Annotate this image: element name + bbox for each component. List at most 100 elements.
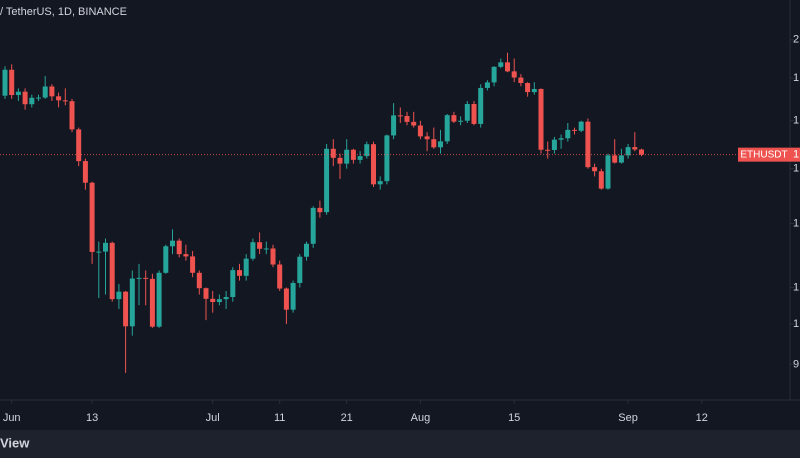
candle-body bbox=[76, 129, 82, 162]
candle-body bbox=[143, 277, 149, 279]
candle-body bbox=[22, 91, 28, 105]
candle-body bbox=[578, 121, 584, 131]
candle-body bbox=[391, 115, 397, 136]
candle-body bbox=[632, 147, 638, 150]
candle-body bbox=[69, 101, 75, 130]
candle-body bbox=[411, 121, 417, 126]
candle-body bbox=[531, 88, 537, 93]
y-tick-label: 1 bbox=[793, 281, 799, 293]
candle-body bbox=[196, 272, 202, 289]
candle-body bbox=[618, 155, 624, 163]
candle-body bbox=[511, 71, 517, 78]
candle-body bbox=[263, 248, 269, 250]
candle-body bbox=[36, 97, 41, 99]
candle-body bbox=[89, 182, 95, 252]
candle-body bbox=[304, 243, 309, 257]
candle-body bbox=[558, 138, 564, 140]
candle-body bbox=[190, 256, 196, 273]
x-tick-label: 15 bbox=[508, 412, 520, 424]
candle-body bbox=[123, 291, 129, 327]
candle-body bbox=[330, 148, 336, 158]
candle-body bbox=[451, 115, 457, 122]
candle-body bbox=[337, 157, 343, 164]
candle-body bbox=[350, 149, 356, 160]
candle-body bbox=[404, 116, 410, 122]
candle-body bbox=[464, 103, 470, 121]
candle-body bbox=[384, 135, 390, 182]
y-tick-label: 2 bbox=[793, 34, 799, 46]
candle-body bbox=[2, 69, 8, 96]
x-tick-label: Jul bbox=[206, 412, 220, 424]
x-tick-label: Aug bbox=[411, 412, 431, 424]
candle-body bbox=[639, 149, 644, 155]
candle-body bbox=[551, 139, 557, 150]
candle-body bbox=[344, 149, 350, 164]
candle-body bbox=[243, 258, 249, 276]
candle-body bbox=[96, 251, 102, 253]
candle-body bbox=[491, 66, 497, 83]
candle-body bbox=[572, 129, 577, 131]
candle-body bbox=[565, 129, 571, 139]
candle-body bbox=[377, 181, 383, 185]
candle-body bbox=[371, 144, 376, 185]
candle-body bbox=[136, 277, 142, 279]
candle-body bbox=[297, 256, 303, 283]
x-tick-label: 13 bbox=[86, 412, 98, 424]
candle-body bbox=[484, 82, 490, 88]
candle-body bbox=[109, 242, 115, 300]
candle-body bbox=[518, 77, 524, 84]
y-tick-label: 1 bbox=[793, 163, 799, 175]
candle-body bbox=[49, 86, 55, 97]
candle-body bbox=[237, 270, 242, 276]
candle-body bbox=[598, 171, 604, 189]
candle-body bbox=[277, 264, 283, 289]
candle-body bbox=[176, 240, 182, 255]
candle-body bbox=[592, 167, 598, 172]
candle-body bbox=[471, 103, 477, 124]
candle-body bbox=[56, 96, 62, 101]
candle-body bbox=[163, 246, 169, 273]
candle-body bbox=[210, 298, 216, 303]
candle-body bbox=[283, 288, 289, 310]
candle-body bbox=[625, 147, 631, 156]
candle-body bbox=[431, 139, 437, 148]
candle-body bbox=[156, 272, 162, 327]
candle-body bbox=[317, 207, 323, 213]
candle-body bbox=[82, 161, 88, 183]
candle-body bbox=[397, 115, 403, 117]
candle-body bbox=[538, 88, 544, 150]
candle-body bbox=[103, 242, 108, 252]
x-tick-label: Sep bbox=[618, 412, 638, 424]
candle-body bbox=[149, 278, 155, 327]
candle-body bbox=[270, 248, 276, 265]
candle-body bbox=[324, 148, 330, 213]
price-tag-box bbox=[738, 147, 790, 162]
candle-body bbox=[257, 242, 263, 249]
y-tick-label: 9 bbox=[793, 358, 799, 370]
candle-body bbox=[250, 242, 256, 259]
candle-body bbox=[29, 97, 35, 105]
candle-body bbox=[310, 207, 316, 244]
candle-body bbox=[612, 155, 618, 163]
x-tick-label: 12 bbox=[696, 412, 708, 424]
candle-body bbox=[203, 288, 209, 299]
candle-body bbox=[170, 240, 175, 247]
candle-body bbox=[424, 136, 430, 140]
y-tick-label: 1 bbox=[793, 217, 799, 229]
candle-body bbox=[525, 83, 531, 93]
candle-body bbox=[290, 282, 296, 310]
price-tag-value: 1 bbox=[793, 149, 799, 161]
footer-bar bbox=[0, 430, 800, 458]
candle-body bbox=[223, 297, 229, 300]
x-tick-label: Jun bbox=[3, 412, 21, 424]
candle-body bbox=[605, 155, 611, 189]
candle-body bbox=[585, 121, 591, 168]
candle-body bbox=[545, 149, 551, 151]
candle-body bbox=[498, 62, 504, 67]
candle-body bbox=[417, 125, 423, 137]
candle-body bbox=[357, 156, 363, 160]
x-tick-label: 11 bbox=[274, 412, 285, 424]
